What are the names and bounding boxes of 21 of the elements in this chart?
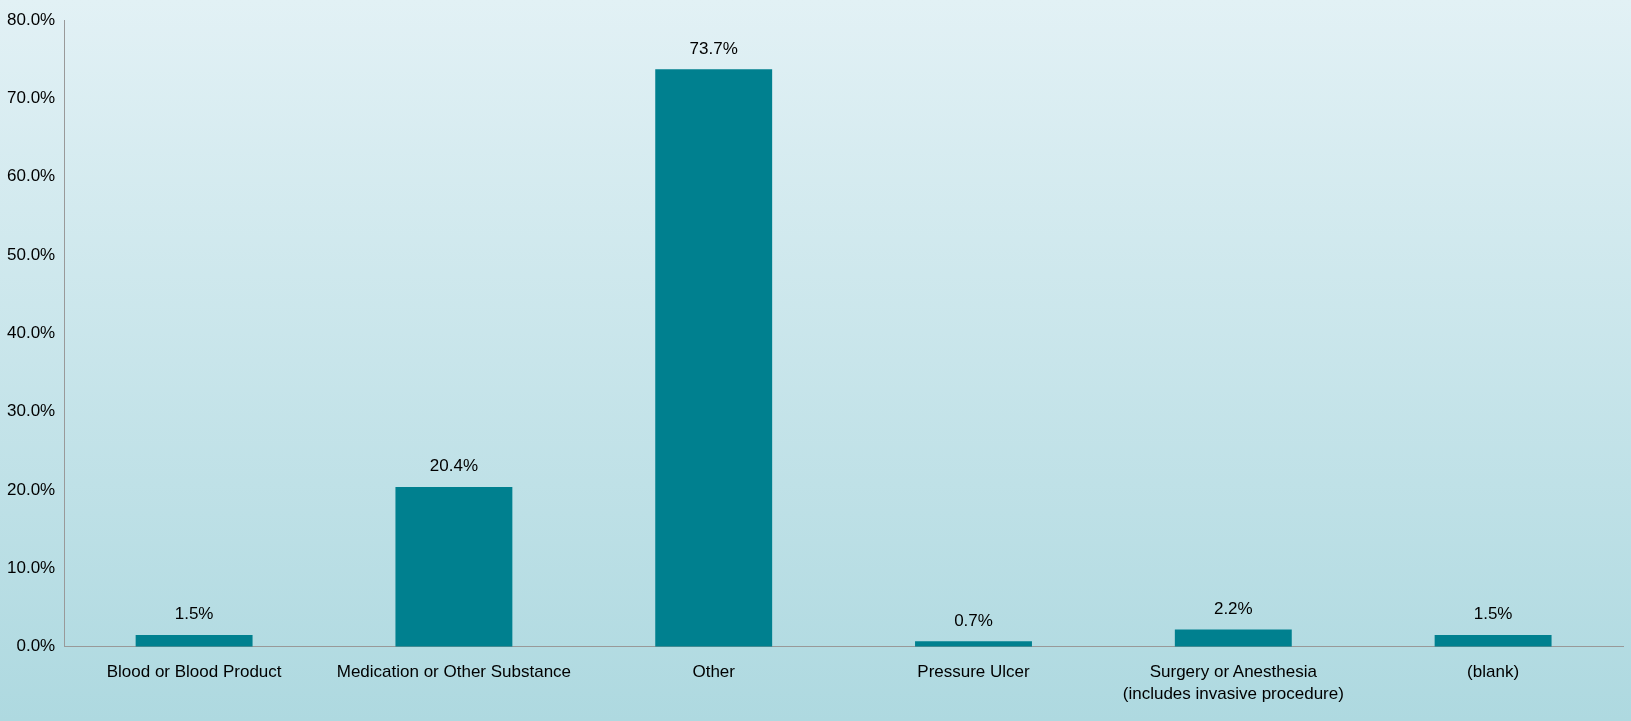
data-label: 0.7% [954,610,993,630]
x-tick-label: Pressure Ulcer [917,661,1031,681]
x-tick-label: Other [692,661,736,681]
y-tick-label: 10.0% [7,558,56,578]
data-label: 2.2% [1213,598,1253,618]
data-label: 1.5% [174,604,214,624]
y-tick-label: 60.0% [7,166,56,186]
y-tick-label: 80.0% [7,9,56,29]
y-tick-label: 0.0% [16,636,56,656]
x-tick-label: Blood or Blood Product [106,661,282,681]
y-tick-label: 40.0% [7,323,56,343]
y-tick-label: 30.0% [7,401,56,421]
data-label: 20.4% [429,456,478,476]
y-tick-label: 70.0% [7,88,56,108]
data-label: 73.7% [689,38,738,58]
data-label: 1.5% [1473,604,1513,624]
x-tick-label: Medication or Other Substance [336,661,572,681]
x-tick-label: (blank) [1467,661,1520,681]
y-tick-label: 20.0% [7,479,56,499]
y-tick-label: 50.0% [7,244,56,264]
x-tick-label: Surgery or Anesthesia (includes invasive procedure) [1122,661,1344,703]
